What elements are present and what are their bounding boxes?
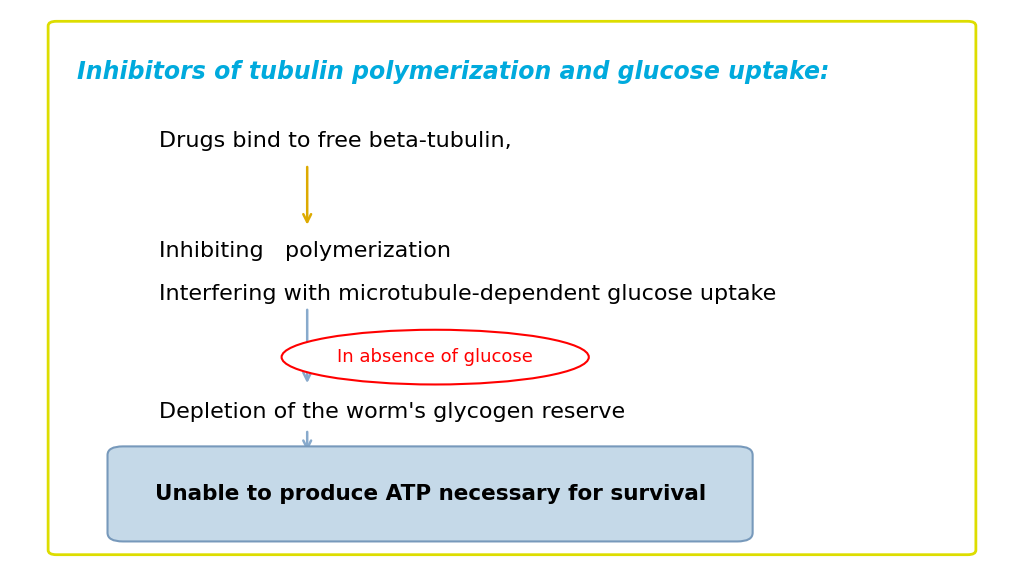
Text: Interfering with microtubule-dependent glucose uptake: Interfering with microtubule-dependent g… bbox=[159, 284, 776, 304]
Text: Drugs bind to free beta-tubulin,: Drugs bind to free beta-tubulin, bbox=[159, 131, 511, 151]
Ellipse shape bbox=[282, 329, 589, 385]
FancyBboxPatch shape bbox=[48, 21, 976, 555]
FancyBboxPatch shape bbox=[108, 446, 753, 541]
Text: Depletion of the worm's glycogen reserve: Depletion of the worm's glycogen reserve bbox=[159, 402, 625, 422]
Text: In absence of glucose: In absence of glucose bbox=[337, 348, 534, 366]
Text: Unable to produce ATP necessary for survival: Unable to produce ATP necessary for surv… bbox=[155, 484, 706, 504]
Text: Inhibiting   polymerization: Inhibiting polymerization bbox=[159, 241, 451, 260]
Text: Inhibitors of tubulin polymerization and glucose uptake:: Inhibitors of tubulin polymerization and… bbox=[77, 60, 829, 84]
